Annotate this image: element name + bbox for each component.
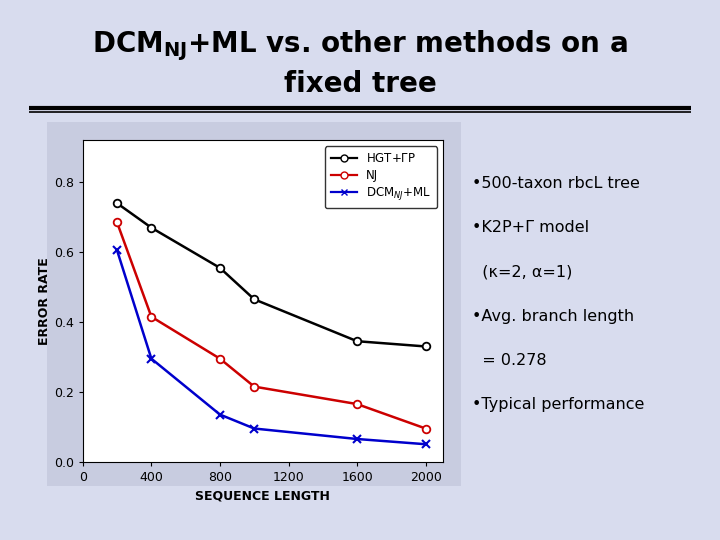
Text: •500-taxon rbcL tree: •500-taxon rbcL tree [472,176,639,191]
Text: fixed tree: fixed tree [284,70,436,98]
Text: •Typical performance: •Typical performance [472,397,644,413]
Legend: HGT+$\Gamma$P, NJ, DCM$_{NJ}$+ML: HGT+$\Gamma$P, NJ, DCM$_{NJ}$+ML [325,146,437,208]
Text: •Avg. branch length: •Avg. branch length [472,309,634,324]
Y-axis label: ERROR RATE: ERROR RATE [38,257,51,345]
Text: = 0.278: = 0.278 [472,353,546,368]
Text: •K2P+Γ model: •K2P+Γ model [472,220,589,235]
Text: (κ=2, α=1): (κ=2, α=1) [472,265,572,280]
Text: DCM$_{\mathbf{NJ}}$+ML vs. other methods on a: DCM$_{\mathbf{NJ}}$+ML vs. other methods… [92,29,628,63]
X-axis label: SEQUENCE LENGTH: SEQUENCE LENGTH [195,489,330,502]
